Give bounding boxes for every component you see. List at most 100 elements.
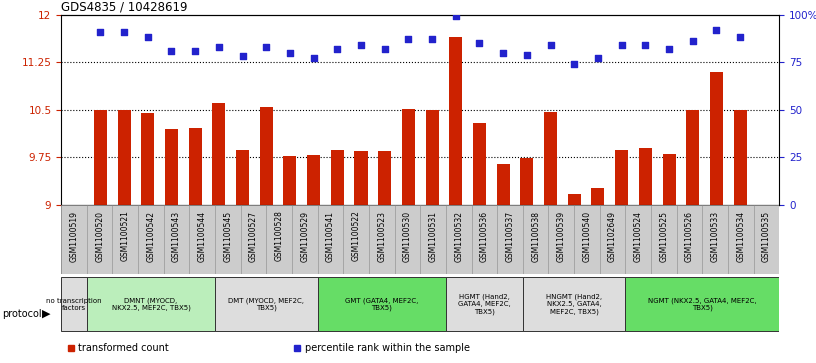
Point: [734, 34, 747, 40]
Point: [401, 36, 415, 42]
Text: HGMT (Hand2,
GATA4, MEF2C,
TBX5): HGMT (Hand2, GATA4, MEF2C, TBX5): [458, 294, 511, 314]
Text: NGMT (NKX2.5, GATA4, MEF2C,
TBX5): NGMT (NKX2.5, GATA4, MEF2C, TBX5): [648, 297, 756, 311]
Bar: [625, 277, 779, 331]
Bar: [118, 110, 131, 205]
Point: [686, 38, 699, 44]
Point: [426, 36, 439, 42]
Text: GSM1100533: GSM1100533: [711, 211, 720, 262]
Point: [710, 27, 723, 33]
Point: [378, 46, 391, 52]
Point: [521, 52, 534, 57]
Point: [544, 42, 557, 48]
Bar: [497, 164, 510, 205]
Bar: [212, 103, 225, 205]
Point: [663, 46, 676, 52]
Text: GSM1100529: GSM1100529: [300, 211, 309, 262]
Bar: [592, 188, 605, 205]
Bar: [473, 122, 486, 205]
Point: [615, 42, 628, 48]
Bar: [86, 277, 215, 331]
Bar: [236, 150, 249, 205]
Bar: [734, 110, 747, 205]
Text: GSM1100522: GSM1100522: [352, 211, 361, 261]
Bar: [330, 151, 344, 205]
Text: GSM1100528: GSM1100528: [275, 211, 284, 261]
Bar: [259, 107, 273, 205]
Bar: [639, 148, 652, 205]
Text: GMT (GATA4, MEF2C,
TBX5): GMT (GATA4, MEF2C, TBX5): [345, 297, 419, 311]
Text: GSM1100542: GSM1100542: [146, 211, 156, 262]
Text: GSM1100532: GSM1100532: [455, 211, 463, 262]
Bar: [450, 37, 463, 205]
Bar: [283, 156, 296, 205]
Point: [118, 29, 131, 34]
Text: GDS4835 / 10428619: GDS4835 / 10428619: [61, 0, 188, 13]
Point: [568, 61, 581, 67]
Point: [354, 42, 367, 48]
Bar: [165, 129, 178, 205]
Text: GSM1100539: GSM1100539: [557, 211, 565, 262]
Point: [450, 13, 463, 19]
Text: GSM1100537: GSM1100537: [505, 211, 515, 262]
Point: [639, 42, 652, 48]
Bar: [544, 112, 557, 205]
Bar: [446, 277, 523, 331]
Text: HNGMT (Hand2,
NKX2.5, GATA4,
MEF2C, TBX5): HNGMT (Hand2, NKX2.5, GATA4, MEF2C, TBX5…: [546, 294, 602, 314]
Text: GSM1100531: GSM1100531: [428, 211, 437, 262]
Text: GSM1100543: GSM1100543: [172, 211, 181, 262]
Point: [259, 44, 273, 50]
Point: [141, 34, 154, 40]
Text: GSM1100541: GSM1100541: [326, 211, 335, 262]
Point: [330, 46, 344, 52]
Point: [188, 48, 202, 54]
Bar: [426, 110, 439, 205]
Point: [307, 56, 320, 61]
Text: GSM1100525: GSM1100525: [659, 211, 668, 262]
Text: GSM1102649: GSM1102649: [608, 211, 617, 262]
Bar: [663, 154, 676, 205]
Text: GSM1100530: GSM1100530: [403, 211, 412, 262]
Point: [592, 56, 605, 61]
Bar: [401, 109, 415, 205]
Bar: [215, 277, 317, 331]
Text: GSM1100524: GSM1100524: [634, 211, 643, 262]
Text: ▶: ▶: [42, 309, 51, 319]
Bar: [94, 110, 107, 205]
Point: [473, 40, 486, 46]
Text: GSM1100540: GSM1100540: [583, 211, 592, 262]
Bar: [61, 277, 86, 331]
Text: GSM1100535: GSM1100535: [762, 211, 771, 262]
Bar: [317, 277, 446, 331]
Text: DMT (MYOCD, MEF2C,
TBX5): DMT (MYOCD, MEF2C, TBX5): [228, 297, 304, 311]
Text: no transcription
factors: no transcription factors: [47, 298, 102, 310]
Bar: [354, 151, 367, 205]
Point: [94, 29, 107, 34]
Bar: [615, 151, 628, 205]
Text: transformed count: transformed count: [78, 343, 169, 352]
Text: DMNT (MYOCD,
NKX2.5, MEF2C, TBX5): DMNT (MYOCD, NKX2.5, MEF2C, TBX5): [112, 297, 190, 311]
Bar: [141, 113, 154, 205]
Text: protocol: protocol: [2, 309, 42, 319]
Text: percentile rank within the sample: percentile rank within the sample: [304, 343, 470, 352]
Text: GSM1100545: GSM1100545: [224, 211, 233, 262]
Point: [497, 50, 510, 56]
Text: GSM1100526: GSM1100526: [685, 211, 694, 262]
Bar: [523, 277, 625, 331]
Text: GSM1100523: GSM1100523: [377, 211, 386, 262]
Point: [283, 50, 296, 56]
Bar: [710, 72, 723, 205]
Text: GSM1100536: GSM1100536: [480, 211, 489, 262]
Text: GSM1100527: GSM1100527: [249, 211, 258, 262]
Text: GSM1100544: GSM1100544: [197, 211, 206, 262]
Text: GSM1100520: GSM1100520: [95, 211, 104, 262]
Bar: [521, 158, 534, 205]
Text: GSM1100521: GSM1100521: [121, 211, 130, 261]
Bar: [686, 110, 699, 205]
Point: [165, 48, 178, 54]
Bar: [307, 155, 320, 205]
Point: [212, 44, 225, 50]
Bar: [568, 194, 581, 205]
Text: GSM1100534: GSM1100534: [736, 211, 745, 262]
Bar: [378, 151, 391, 205]
Bar: [188, 128, 202, 205]
